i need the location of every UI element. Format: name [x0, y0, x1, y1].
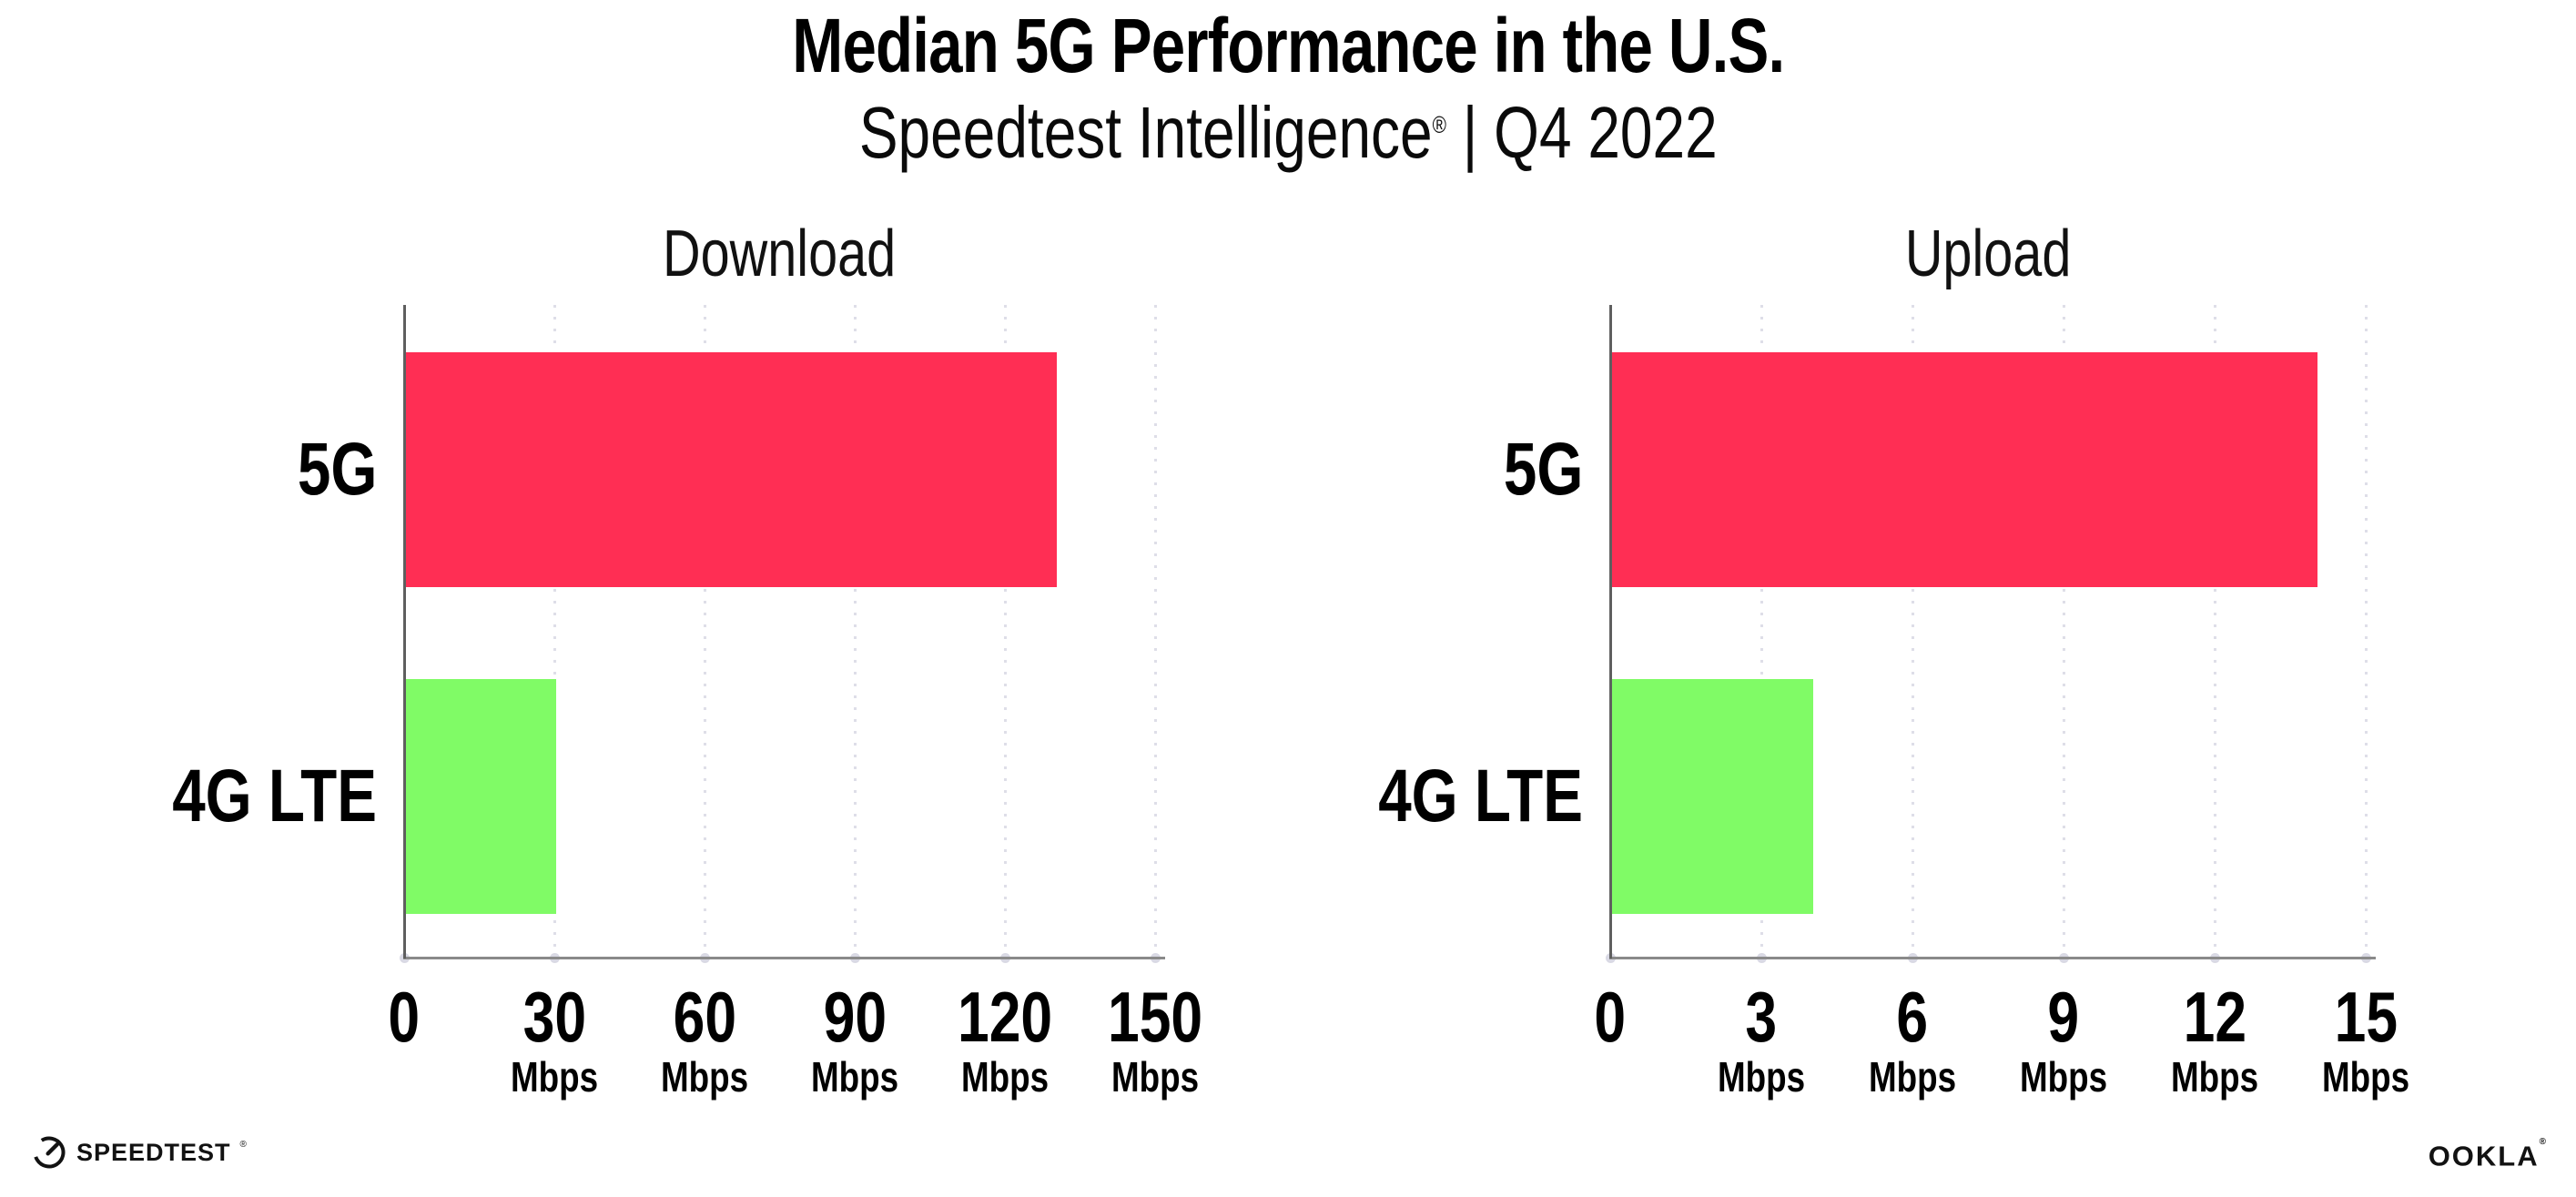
ookla-wordmark: OOKLA — [2428, 1140, 2540, 1172]
gridline — [1154, 305, 1157, 959]
y-axis-line — [403, 305, 406, 959]
x-tick-label: 30 — [472, 981, 636, 1052]
category-label-5g: 5G — [1173, 432, 1583, 507]
x-tick-unit-text: Mbps — [1111, 1053, 1200, 1101]
x-tick-label-text: 9 — [2047, 977, 2080, 1057]
x-tick-label-text: 0 — [1594, 977, 1627, 1057]
x-tick-unit-label: Mbps — [2133, 1056, 2297, 1098]
gridline — [1004, 305, 1007, 959]
x-tick-unit-text: Mbps — [1868, 1053, 1957, 1101]
gridline — [704, 305, 706, 959]
x-tick-label: 12 — [2133, 981, 2297, 1052]
speedtest-gauge-icon — [33, 1136, 66, 1169]
gridline — [2365, 305, 2368, 959]
x-tick-unit-text: Mbps — [810, 1053, 899, 1101]
y-axis-line — [1609, 305, 1612, 959]
x-tick-label: 120 — [923, 981, 1087, 1052]
gridline — [1760, 305, 1763, 959]
category-label-text: 5G — [1503, 428, 1583, 511]
x-tick-label-text: 15 — [2334, 977, 2398, 1057]
x-tick-unit-label: Mbps — [1679, 1056, 1843, 1098]
gridline — [2063, 305, 2065, 959]
subtitle-period: Q4 2022 — [1493, 92, 1718, 173]
x-tick-label-text: 30 — [522, 977, 586, 1057]
x-tick-label: 60 — [623, 981, 786, 1052]
x-tick-label: 9 — [1982, 981, 2145, 1052]
x-tick-label-text: 120 — [957, 977, 1053, 1057]
x-tick-unit-label: Mbps — [623, 1056, 786, 1098]
x-tick-label: 0 — [322, 981, 486, 1052]
plot-area-download — [400, 305, 1165, 963]
x-tick-label-text: 60 — [673, 977, 736, 1057]
x-tick-unit-label: Mbps — [1982, 1056, 2145, 1098]
chart-title-upload: Upload — [1610, 218, 2366, 290]
x-tick-label-text: 6 — [1896, 977, 1929, 1057]
bar-4g-lte-download — [406, 679, 556, 914]
page-title: Median 5G Performance in the U.S. — [0, 5, 2576, 86]
subtitle-divider: | — [1445, 92, 1494, 173]
gridline — [2214, 305, 2216, 959]
x-tick-label: 15 — [2284, 981, 2448, 1052]
x-tick-unit-label: Mbps — [1073, 1056, 1237, 1098]
category-label-text: 4G LTE — [1378, 755, 1583, 837]
page-title-text: Median 5G Performance in the U.S. — [791, 3, 1785, 88]
category-label-4g-lte: 4G LTE — [1173, 759, 1583, 834]
x-tick-label: 90 — [773, 981, 937, 1052]
page-subtitle-text: Speedtest Intelligence® | Q4 2022 — [859, 91, 1718, 175]
ookla-logo: OOKLA® — [2429, 1136, 2546, 1173]
x-tick-unit-text: Mbps — [1717, 1053, 1806, 1101]
x-tick-unit-label: Mbps — [923, 1056, 1087, 1098]
x-tick-unit-text: Mbps — [960, 1053, 1050, 1101]
x-tick-label: 3 — [1679, 981, 1843, 1052]
x-tick-label-text: 12 — [2183, 977, 2246, 1057]
bar-5g-upload — [1612, 352, 2317, 587]
x-tick-label: 150 — [1073, 981, 1237, 1052]
chart-title-text: Download — [663, 218, 897, 290]
speedtest-logo: SPEEDTEST ® — [31, 1134, 247, 1171]
x-tick-label-text: 150 — [1107, 977, 1203, 1057]
registered-trademark-icon: ® — [1432, 110, 1446, 138]
x-tick-label-text: 0 — [388, 977, 421, 1057]
speedtest-wordmark: SPEEDTEST — [76, 1139, 231, 1166]
x-tick-unit-label: Mbps — [2284, 1056, 2448, 1098]
x-tick-unit-text: Mbps — [2170, 1053, 2259, 1101]
x-tick-unit-text: Mbps — [660, 1053, 749, 1101]
x-tick-label: 6 — [1831, 981, 1994, 1052]
category-label-text: 4G LTE — [172, 755, 377, 837]
bar-4g-lte-upload — [1612, 679, 1813, 914]
x-axis-line — [403, 957, 1165, 959]
x-tick-unit-label: Mbps — [773, 1056, 937, 1098]
bar-5g-download — [406, 352, 1057, 587]
subtitle-brand: Speedtest Intelligence — [858, 92, 1433, 173]
x-tick-label-text: 90 — [823, 977, 887, 1057]
x-tick-label-text: 3 — [1745, 977, 1778, 1057]
x-axis-line — [1609, 957, 2376, 959]
speedtest-registered-icon: ® — [239, 1139, 247, 1150]
gridline — [1912, 305, 1914, 959]
x-tick-unit-text: Mbps — [510, 1053, 599, 1101]
gridline — [854, 305, 857, 959]
ookla-registered-icon: ® — [2539, 1137, 2546, 1147]
page-subtitle: Speedtest Intelligence® | Q4 2022 — [0, 91, 2576, 175]
x-tick-unit-label: Mbps — [1831, 1056, 1994, 1098]
x-tick-label: 0 — [1528, 981, 1692, 1052]
x-tick-unit-text: Mbps — [2321, 1053, 2410, 1101]
plot-area-upload — [1606, 305, 2376, 963]
x-tick-unit-text: Mbps — [2019, 1053, 2108, 1101]
category-label-5g: 5G — [0, 432, 377, 507]
x-tick-unit-label: Mbps — [472, 1056, 636, 1098]
gridline — [553, 305, 556, 959]
chart-title-download: Download — [404, 218, 1155, 290]
category-label-text: 5G — [297, 428, 377, 511]
chart-title-text: Upload — [1904, 218, 2072, 290]
category-label-4g-lte: 4G LTE — [0, 759, 377, 834]
